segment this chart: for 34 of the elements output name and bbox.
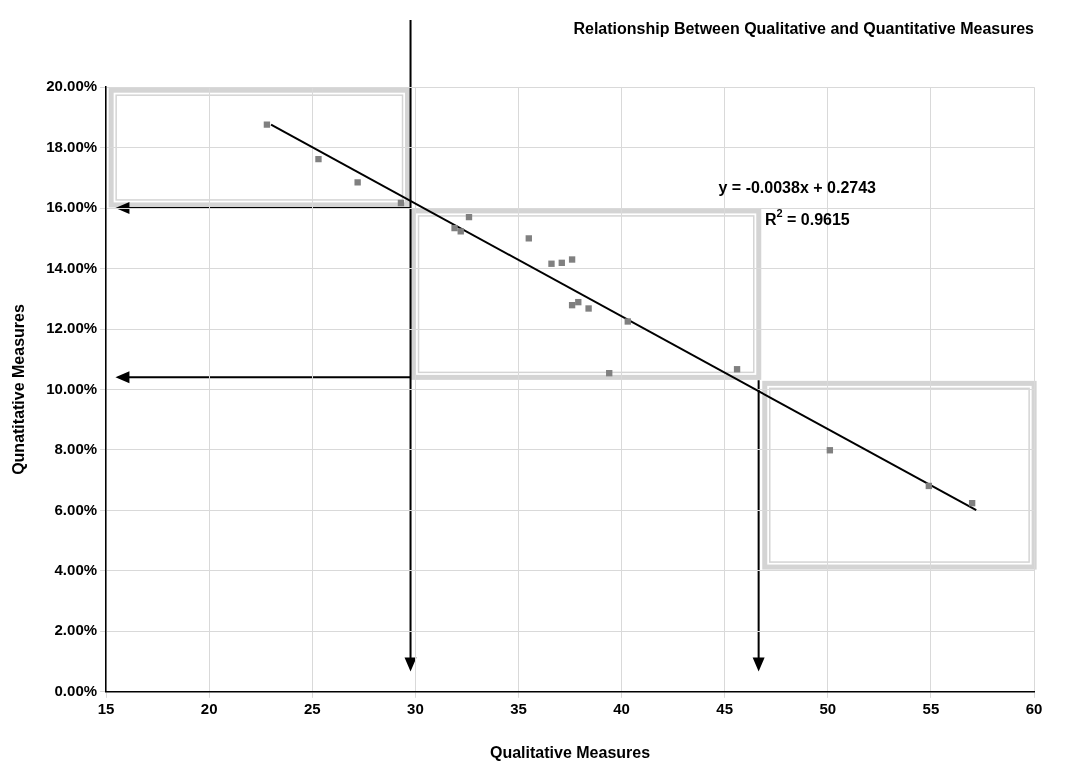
y-axis-title: Qunatitative Measures [10, 304, 28, 475]
point [457, 228, 464, 235]
y-tick-label: 10.00% [46, 379, 98, 397]
point [568, 256, 576, 263]
x-tick-label: 35 [510, 699, 527, 717]
x-tick-label: 30 [407, 699, 424, 717]
y-tick-label: 14.00% [46, 258, 98, 276]
x-tick-label: 55 [922, 699, 940, 717]
x-tick-label: 25 [303, 699, 321, 717]
y-tick-label: 18.00% [46, 137, 98, 155]
point [451, 224, 458, 232]
y-tick-label: 12.00% [46, 319, 98, 337]
y-tick-label: 4.00% [54, 561, 98, 579]
y-tick-label: 2.00% [54, 621, 98, 639]
point [525, 235, 532, 242]
y-tick-label: 0.00% [54, 681, 98, 699]
y-tick-label: 6.00% [54, 500, 98, 518]
x-tick-label: 50 [819, 699, 837, 717]
x-tick-label: 20 [200, 699, 218, 717]
x-tick-label: 60 [1025, 699, 1043, 717]
x-tick-label: 40 [613, 699, 630, 717]
point [624, 318, 631, 325]
point [315, 155, 322, 163]
point [354, 179, 361, 186]
point [548, 260, 555, 267]
x-tick-label: 15 [97, 699, 115, 717]
chart-title: Relationship Between Qualitative and Quantitative Measures [573, 20, 1035, 38]
y-tick-label: 16.00% [46, 198, 98, 216]
y-tick-label: 8.00% [54, 440, 98, 458]
x-tick-label: 45 [716, 699, 734, 717]
x-axis-title: Qualitative Measures [490, 743, 651, 761]
annotation: y = -0.0038x + 0.2743 [718, 179, 877, 197]
y-tick-label: 20.00% [46, 77, 98, 95]
point [585, 305, 592, 312]
